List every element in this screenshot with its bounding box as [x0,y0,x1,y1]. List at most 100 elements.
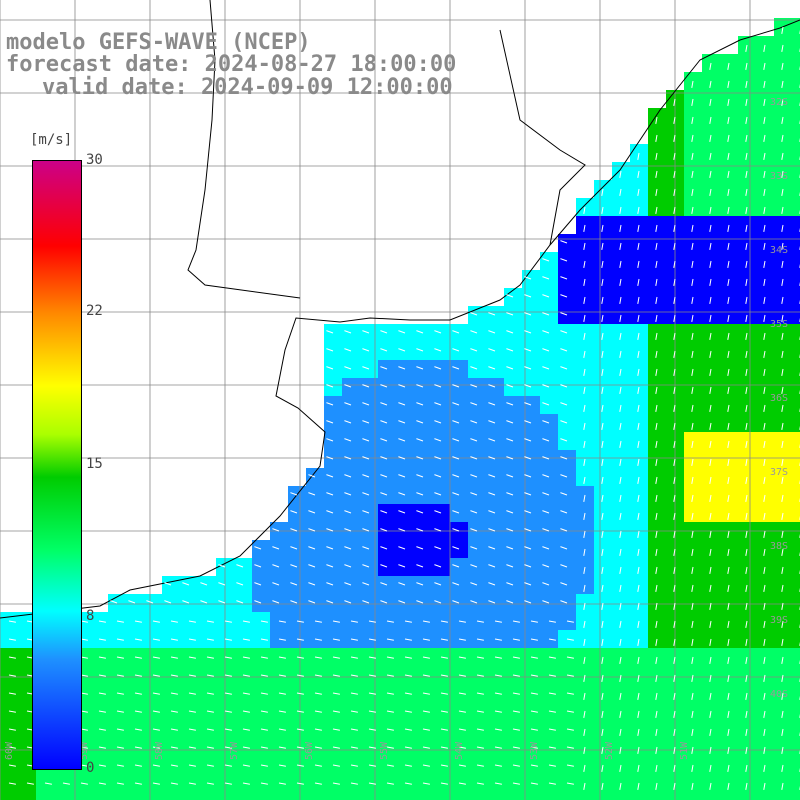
wind-arrow [236,600,244,604]
wind-arrow [8,656,16,659]
wind-arrow [524,564,532,568]
wind-arrow [170,746,178,749]
wind-arrow [404,782,412,785]
wind-arrow [601,620,604,628]
wind-cell [306,792,325,800]
wind-arrow [637,512,640,520]
wind-arrow [422,620,430,623]
wind-arrow [512,674,520,677]
wind-arrow [709,638,712,646]
wind-cell [432,486,451,505]
wind-arrow [709,62,712,70]
wind-arrow [709,368,712,376]
wind-arrow [745,242,748,250]
wind-arrow [404,692,412,695]
wind-arrow [530,674,538,677]
wind-cell [792,198,800,217]
wind-cell [792,216,800,235]
wind-cell [468,360,487,379]
wind-arrow [763,638,766,646]
wind-cell [414,414,433,433]
wind-cell [504,288,523,307]
wind-cell [108,792,127,800]
wind-arrow [332,674,340,677]
wind-arrow [566,728,574,731]
wind-arrow [272,582,280,586]
wind-arrow [583,602,586,610]
wind-arrow [727,260,730,268]
wind-arrow [781,728,784,736]
wind-cell [558,432,577,451]
wind-arrow [8,746,16,749]
wind-arrow [691,296,694,304]
wind-arrow [601,368,604,376]
wind-arrow [691,620,694,628]
wind-arrow [134,710,142,713]
wind-arrow [560,384,568,388]
wind-arrow [583,620,586,628]
wind-arrow [601,728,604,736]
wind-arrow [691,80,694,88]
wind-cell [792,468,800,487]
wind-arrow [260,620,268,623]
wind-arrow [619,188,622,196]
wind-cell [324,378,343,397]
wind-cell [414,504,433,523]
wind-cell [558,414,577,433]
wind-arrow [655,620,658,628]
wind-arrow [506,474,514,478]
wind-arrow [242,782,250,785]
wind-arrow [709,80,712,88]
wind-arrow [524,330,532,334]
wind-arrow [200,600,208,604]
wind-arrow [506,510,514,514]
wind-cell [522,324,541,343]
wind-arrow [488,384,496,388]
wind-arrow [260,692,268,695]
wind-arrow [452,420,460,424]
wind-cell [630,792,649,800]
wind-arrow [434,546,442,550]
wind-arrow [637,368,640,376]
wind-cell [540,270,559,289]
wind-cell [504,792,523,800]
wind-arrow [709,476,712,484]
wind-cell [540,414,559,433]
wind-arrow [242,656,250,659]
lon-label: 51W [679,741,690,760]
wind-arrow [566,656,574,659]
wind-arrow [272,600,280,604]
wind-arrow [601,548,604,556]
wind-arrow [416,564,424,568]
wind-cell [486,468,505,487]
wind-arrow [506,330,514,334]
wind-cell [792,378,800,397]
wind-arrow [380,438,388,442]
wind-arrow [164,600,172,604]
wind-arrow [709,782,712,790]
wind-arrow [691,710,694,718]
lat-label: 34S [770,245,788,256]
wind-arrow [488,582,496,586]
wind-arrow [242,746,250,749]
wind-arrow [709,260,712,268]
wind-cell [288,594,307,613]
wind-arrow [296,620,304,623]
wind-arrow [152,638,160,641]
wind-arrow [781,224,784,232]
wind-cell [540,342,559,361]
wind-arrow [619,386,622,394]
wind-cell [90,792,109,800]
wind-arrow [583,386,586,394]
wind-arrow [440,674,448,677]
wind-arrow [637,440,640,448]
wind-arrow [583,476,586,484]
wind-arrow [488,546,496,550]
wind-cell [558,594,577,613]
wind-arrow [763,656,766,664]
wind-cell [324,360,343,379]
wind-arrow [619,656,622,664]
wind-arrow [673,602,676,610]
wind-arrow [691,494,694,502]
wind-arrow [398,600,406,604]
